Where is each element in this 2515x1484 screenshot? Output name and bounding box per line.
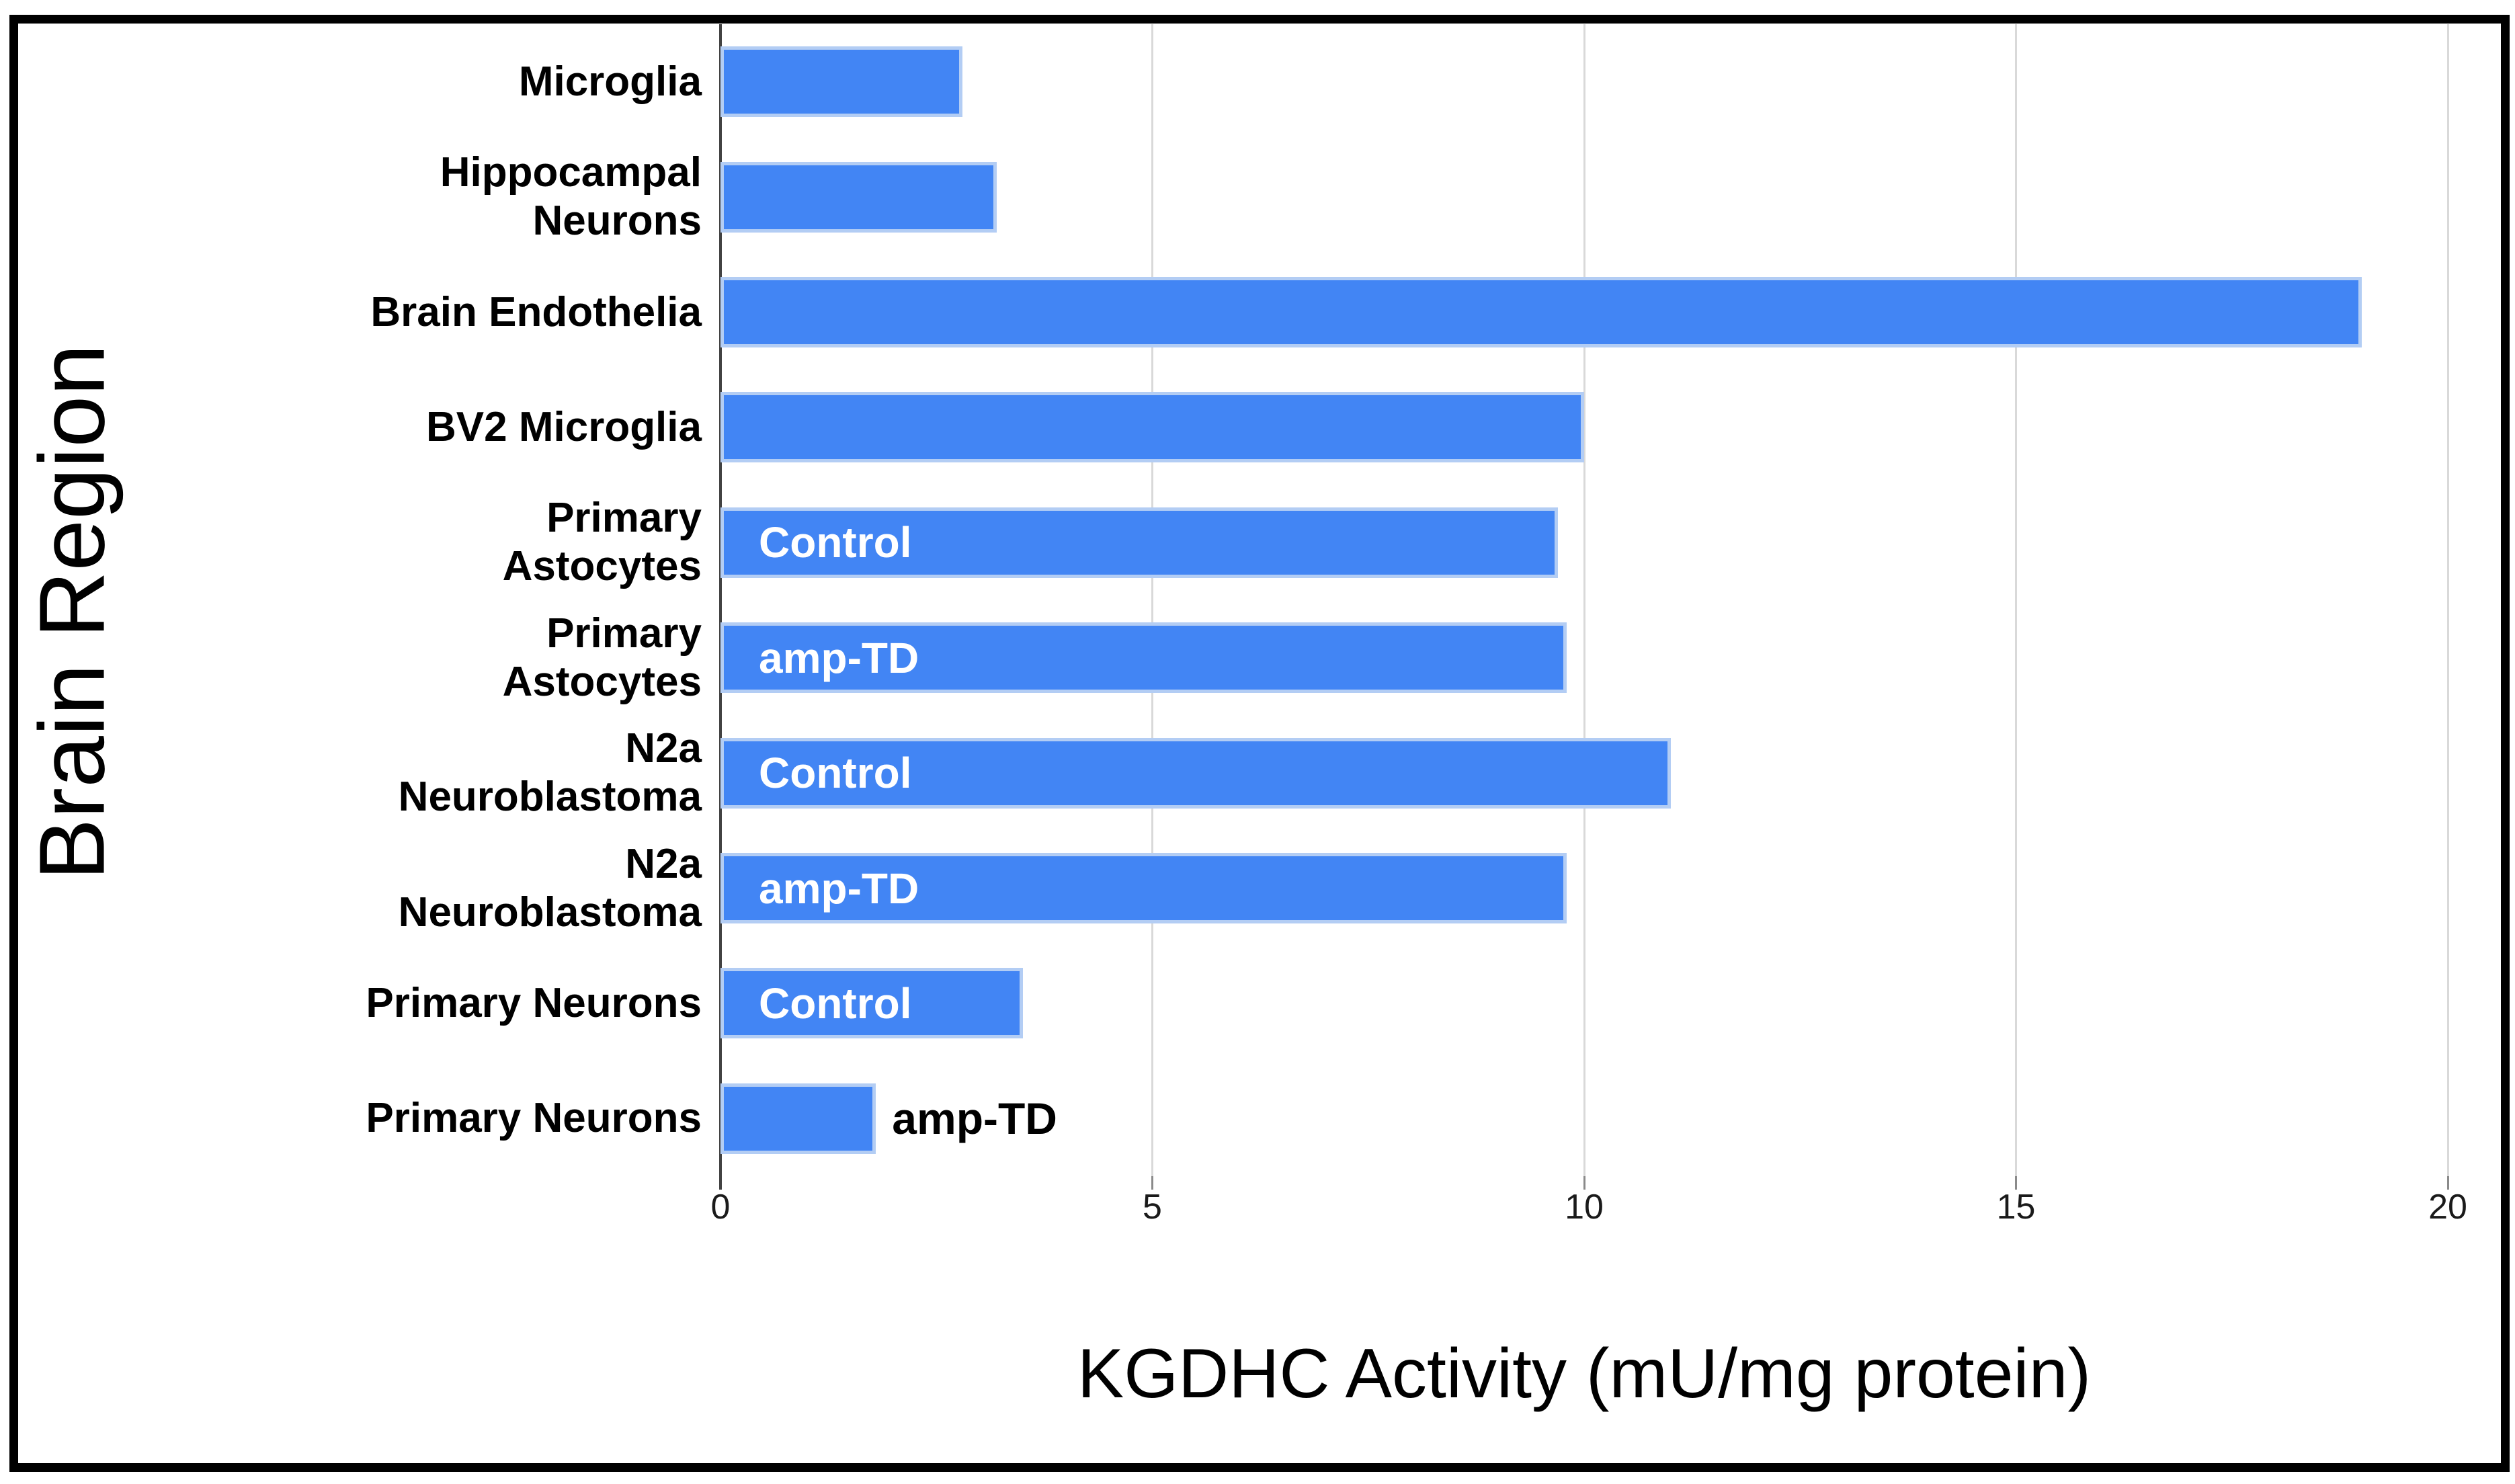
bar-n2a-neuroblastoma: Control bbox=[720, 737, 1671, 809]
bar-primary-neurons: Control bbox=[720, 968, 1023, 1039]
bar-primary-astocytes: amp-TD bbox=[720, 622, 1567, 694]
bar-annotation-inside: Control bbox=[759, 518, 912, 567]
gridline-x-15 bbox=[2015, 24, 2017, 1176]
bar-primary-neurons bbox=[720, 1083, 876, 1154]
category-label: Hippocampal Neurons bbox=[440, 149, 702, 245]
category-label: N2a Neuroblastoma bbox=[398, 840, 702, 936]
category-label: BV2 Microglia bbox=[426, 403, 702, 450]
gridline-x-10 bbox=[1583, 24, 1585, 1176]
x-tick-label-15: 15 bbox=[1996, 1188, 2036, 1227]
category-label: Primary Neurons bbox=[366, 1095, 702, 1142]
bar-brain-endothelia bbox=[720, 277, 2362, 347]
category-label: Primary Astocytes bbox=[502, 495, 702, 590]
gridline-x-20 bbox=[2446, 24, 2449, 1176]
x-tick-label-0: 0 bbox=[710, 1188, 731, 1227]
category-label: Primary Neurons bbox=[366, 979, 702, 1026]
bar-hippocampal-neurons bbox=[720, 161, 997, 233]
bar-primary-astocytes: Control bbox=[720, 507, 1559, 578]
y-axis-title: Brain Region bbox=[20, 344, 124, 880]
category-label: Microglia bbox=[518, 58, 702, 105]
x-tick-mark-15 bbox=[2015, 1176, 2017, 1190]
x-tick-mark-10 bbox=[1583, 1176, 1585, 1190]
bar-annotation-inside: amp-TD bbox=[759, 633, 919, 682]
x-tick-mark-0 bbox=[719, 1176, 722, 1190]
x-tick-label-20: 20 bbox=[2428, 1188, 2467, 1227]
bar-annotation-inside: amp-TD bbox=[759, 864, 919, 913]
bar-annotation-inside: Control bbox=[759, 979, 912, 1028]
bar-bv2-microglia bbox=[720, 392, 1584, 463]
bar-annotation-outside: amp-TD bbox=[892, 1094, 1057, 1144]
x-tick-label-10: 10 bbox=[1565, 1188, 1604, 1227]
x-tick-label-5: 5 bbox=[1143, 1188, 1162, 1227]
bar-n2a-neuroblastoma: amp-TD bbox=[720, 853, 1567, 923]
category-label: Primary Astocytes bbox=[502, 610, 702, 705]
category-label: Brain Endothelia bbox=[370, 288, 702, 335]
x-tick-mark-20 bbox=[2446, 1176, 2449, 1190]
bar-microglia bbox=[720, 46, 962, 118]
chart-frame bbox=[9, 15, 2510, 1472]
x-axis-title: KGDHC Activity (mU/mg protein) bbox=[1077, 1335, 2092, 1413]
x-tick-mark-5 bbox=[1151, 1176, 1153, 1190]
bar-annotation-inside: Control bbox=[759, 749, 912, 798]
gridline-x-5 bbox=[1151, 24, 1153, 1176]
x-axis-zero-line bbox=[719, 24, 722, 1176]
category-label: N2a Neuroblastoma bbox=[398, 725, 702, 821]
